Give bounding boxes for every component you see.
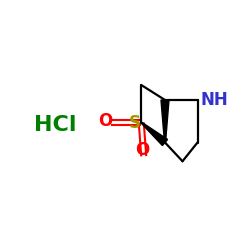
Polygon shape	[161, 100, 169, 142]
Text: S: S	[129, 114, 141, 132]
Text: O: O	[136, 141, 149, 159]
Text: O: O	[98, 112, 112, 130]
Text: NH: NH	[200, 91, 228, 109]
Text: HCl: HCl	[34, 115, 76, 135]
Polygon shape	[141, 122, 168, 146]
